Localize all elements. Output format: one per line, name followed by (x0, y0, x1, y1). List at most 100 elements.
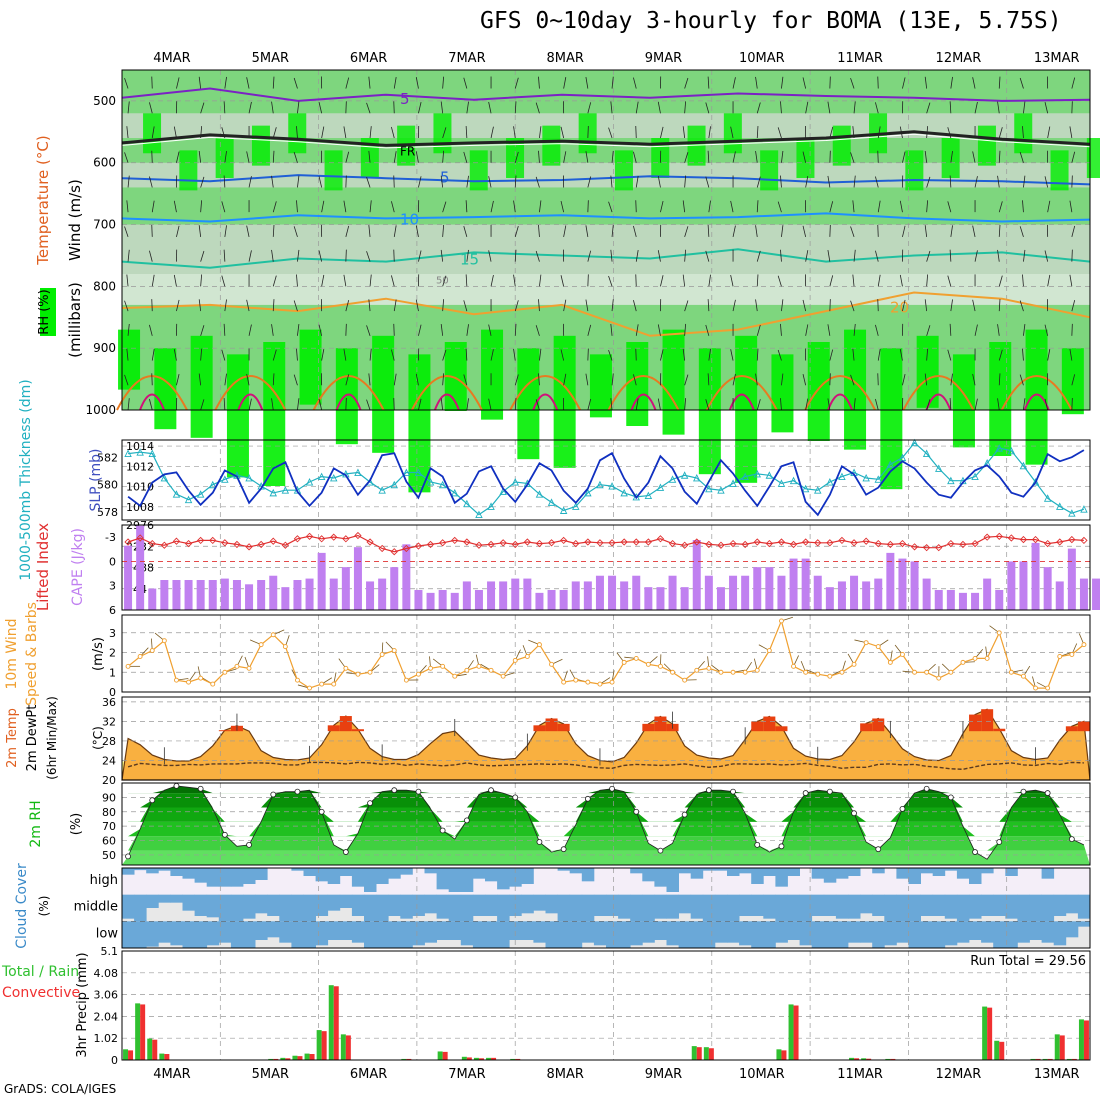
cloud-middle-cell (932, 894, 946, 916)
wind-barb (732, 225, 736, 237)
wind-barb (781, 150, 784, 163)
cloud-low-cell (158, 921, 171, 943)
wind-barb (391, 275, 395, 287)
lifted-index-point (184, 539, 193, 548)
wind-barb (535, 250, 540, 262)
temperature-area (121, 708, 1091, 781)
precip-total-bar (788, 1004, 794, 1060)
wind-barb (852, 348, 855, 361)
bottom-date-label: 7MAR (448, 1067, 485, 1082)
cape-bar (1007, 561, 1016, 610)
wind-barb (755, 76, 758, 89)
wind-barb (802, 225, 807, 238)
precip-convective-bar (854, 1058, 860, 1060)
cloud-high-cell (485, 868, 498, 882)
wind-barb (318, 102, 323, 114)
cloud-high-cell (848, 868, 861, 876)
wind-barb (974, 176, 978, 188)
cloud-middle-cell (860, 894, 873, 914)
wind-barb (127, 101, 130, 114)
wind-barb (463, 300, 468, 312)
precip-total-bar (292, 1055, 298, 1060)
wind-barb (466, 324, 469, 336)
wind-barb (633, 151, 637, 163)
wind-barb (924, 373, 928, 386)
precip-convective-bar (406, 1058, 412, 1060)
slp-tick-label: 1012 (126, 460, 154, 473)
wind-barb (345, 374, 350, 386)
cloud-middle-cell (146, 894, 159, 908)
rh-band (122, 162, 1090, 188)
cloud-middle-cell (230, 894, 244, 922)
top-date-label: 12MAR (936, 51, 982, 66)
lifted-index-point (293, 535, 302, 543)
rh-moist-cell (735, 335, 758, 483)
lifted-index-point (898, 539, 907, 548)
lifted-index-point (523, 538, 531, 546)
cape-bar (583, 581, 592, 610)
wind-barb (321, 349, 325, 361)
wind-barb (440, 101, 444, 114)
wind-barb (827, 101, 831, 114)
wind-barb (998, 299, 1001, 312)
cape-bar (293, 580, 302, 610)
cape-bar (184, 580, 193, 610)
wind-speed-point (1069, 652, 1075, 657)
precip-total-bar (1078, 1019, 1084, 1060)
precip-total-bar (849, 1057, 855, 1060)
wind-barb (538, 373, 540, 386)
cloud-high-cell (702, 868, 716, 871)
cloud-middle-cell (642, 894, 655, 922)
rh-point (367, 800, 373, 807)
rh-moist-cell (118, 329, 141, 390)
rh-moist-cell (263, 342, 286, 486)
lifted-index-tick-label: 3 (109, 580, 116, 593)
wind-barb (756, 399, 761, 411)
cloud-middle-cell (884, 894, 897, 922)
wind-barb (200, 325, 205, 336)
wind-barb (707, 373, 710, 386)
rh-point (730, 788, 736, 795)
bottom-date-label: 12MAR (936, 1067, 982, 1082)
cloud-middle-cell (255, 894, 268, 914)
wind-barb (853, 101, 856, 114)
rh-point (294, 788, 301, 795)
cloud-axis-label: Cloud Cover (14, 863, 30, 949)
cloud-middle-cell (581, 894, 595, 922)
cloud-middle-cell (472, 894, 486, 916)
rh-point (826, 788, 833, 795)
lifted-index-point (560, 536, 568, 545)
rh-moist-cell (589, 354, 612, 418)
thickness-point (451, 488, 459, 497)
lifted-index-point (269, 537, 277, 545)
wind-barb (271, 175, 274, 188)
precip-convective-bar (696, 1047, 702, 1060)
wind-barb (1022, 348, 1024, 361)
wind-speed-point (633, 655, 639, 661)
wind-barb (127, 398, 130, 411)
cape-bar (632, 575, 641, 610)
precip-convective-bar (164, 1054, 170, 1060)
rh-moist-cell (952, 354, 975, 448)
precip-convective-bar (1071, 1058, 1077, 1060)
thickness-axis-label: 1000-500mb Thickness (dm) (18, 379, 34, 580)
cloud-middle-cell (351, 894, 365, 916)
cloud-layer-label: low (96, 926, 119, 941)
wind-speed-point (791, 663, 796, 669)
precip-total-bar (159, 1053, 165, 1060)
wind-barb (369, 348, 372, 361)
wind-barb (248, 250, 252, 262)
wind-barb (610, 398, 613, 411)
thickness-point (136, 448, 144, 456)
wind-speed-point (984, 655, 990, 661)
wind-barb (1023, 398, 1026, 411)
minmax-axis-label: (6hr Min/Max) (45, 696, 59, 780)
wind-barb (173, 126, 177, 139)
cloud-middle-cell (412, 894, 425, 916)
rh-panel-frame (121, 782, 1091, 866)
precip-convective-bar (1047, 1058, 1053, 1060)
cloud-middle-cell (388, 894, 401, 916)
wind-barb (660, 126, 664, 139)
thickness-point (209, 480, 217, 489)
wind-barb (998, 150, 1001, 163)
